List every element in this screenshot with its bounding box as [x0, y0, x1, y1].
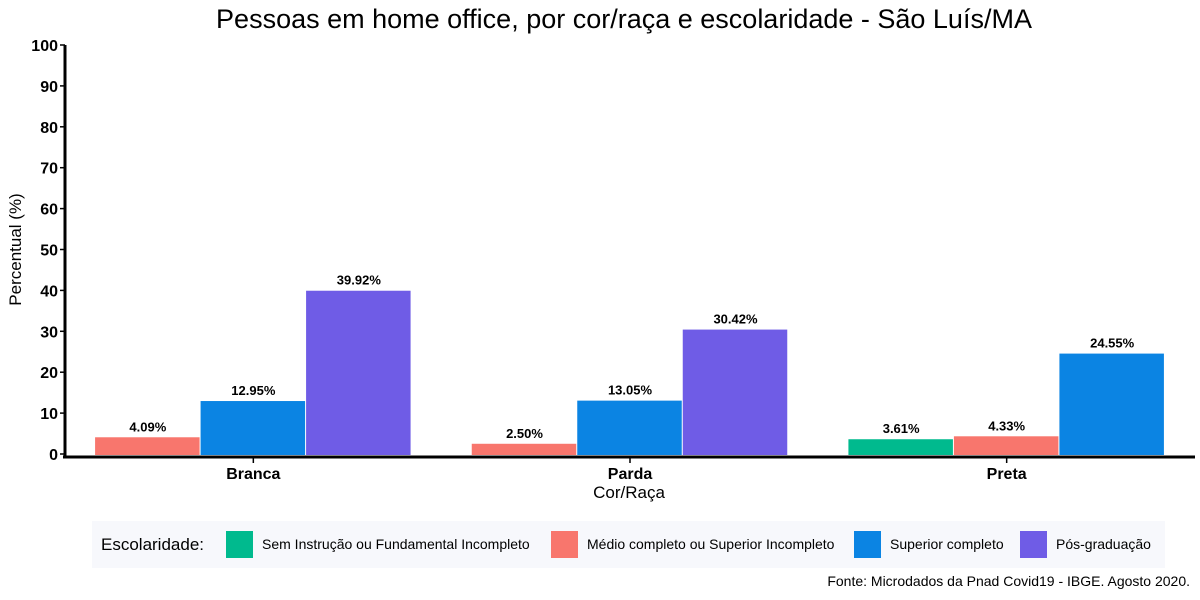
bar	[1059, 353, 1164, 455]
y-tick-label: 20	[40, 365, 58, 382]
bar	[306, 290, 411, 455]
legend-swatch	[551, 530, 578, 558]
y-tick-label: 0	[49, 447, 58, 464]
legend-label: Médio completo ou Superior Incompleto	[587, 536, 835, 552]
data-label: 30.42%	[713, 312, 758, 327]
bar	[848, 439, 953, 455]
legend-label: Sem Instrução ou Fundamental Incompleto	[262, 536, 530, 552]
chart-title: Pessoas em home office, por cor/raça e e…	[216, 4, 1032, 34]
x-tick-label: Branca	[226, 466, 280, 483]
y-tick-label: 50	[40, 243, 58, 260]
y-tick-label: 60	[40, 202, 58, 219]
y-tick-label: 100	[31, 38, 58, 55]
data-label: 12.95%	[231, 383, 276, 398]
legend	[92, 521, 1165, 568]
data-label: 24.55%	[1090, 336, 1135, 351]
legend-swatch	[854, 530, 881, 558]
legend-swatch	[226, 530, 253, 558]
source-caption: Fonte: Microdados da Pnad Covid19 - IBGE…	[827, 573, 1190, 589]
y-tick-label: 70	[40, 161, 58, 178]
legend-title: Escolaridade:	[101, 535, 205, 554]
legend-swatch	[1020, 530, 1047, 558]
legend-label: Pós-graduação	[1056, 536, 1151, 552]
data-label: 13.05%	[608, 383, 653, 398]
data-label: 2.50%	[506, 426, 543, 441]
bar	[200, 401, 306, 455]
bar	[682, 329, 788, 455]
x-axis-title: Cor/Raça	[593, 483, 665, 502]
legend-label: Superior completo	[890, 536, 1004, 552]
x-tick-label: Preta	[987, 466, 1027, 483]
y-tick-label: 40	[40, 283, 58, 300]
bar	[953, 436, 1059, 455]
legend-item-medio: Médio completo ou Superior Incompleto	[551, 530, 834, 558]
bar	[577, 400, 682, 455]
bar	[471, 443, 577, 455]
data-label: 3.61%	[883, 421, 920, 436]
legend-item-pos-graduacao: Pós-graduação	[1020, 530, 1151, 558]
y-tick-label: 10	[40, 406, 58, 423]
data-label: 4.33%	[988, 418, 1025, 433]
bar	[95, 437, 200, 455]
y-tick-label: 30	[40, 324, 58, 341]
legend-item-superior: Superior completo	[854, 530, 1004, 558]
data-label: 39.92%	[337, 273, 382, 288]
data-label: 4.09%	[129, 419, 166, 434]
y-axis-title: Percentual (%)	[6, 193, 25, 305]
y-tick-label: 90	[40, 79, 58, 96]
y-tick-label: 80	[40, 120, 58, 137]
legend-item-sem-instrucao: Sem Instrução ou Fundamental Incompleto	[226, 530, 530, 558]
x-tick-label: Parda	[608, 466, 653, 483]
bar-chart: 0 10 20 30 40 50 60 70 80 90 100 Percentual (%) Bran…	[6, 38, 1195, 502]
